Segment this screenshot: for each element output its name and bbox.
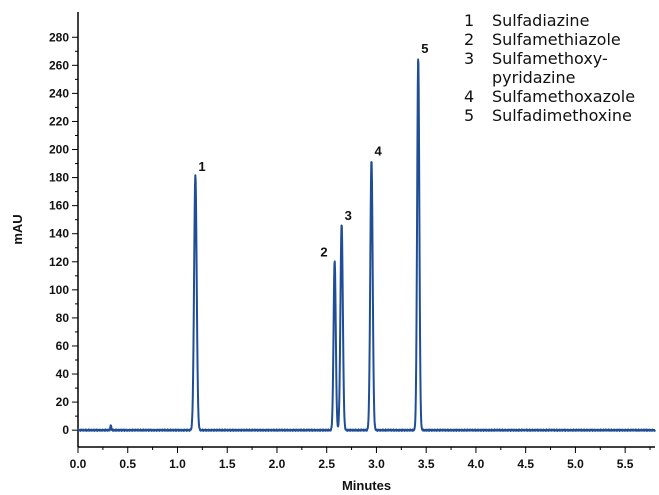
- axes: 0 20 40 60 80 100 120 140 160 180 200 220 240 260 280 0…: [49, 12, 655, 471]
- x-tick-label: 5.5: [617, 457, 634, 471]
- peak-label-4: 4: [374, 143, 382, 158]
- x-tick-label: 0.5: [119, 457, 136, 471]
- peak-label-1: 1: [198, 159, 205, 174]
- chromatogram-trace: [77, 58, 656, 432]
- legend-number: 3: [464, 49, 474, 68]
- y-tick-label: 140: [49, 227, 69, 241]
- x-tick-label: 1.5: [219, 457, 236, 471]
- legend-entry: Sulfamethoxy-: [492, 49, 608, 68]
- y-tick-label: 240: [49, 86, 69, 100]
- peak-label-3: 3: [345, 208, 352, 223]
- y-tick-label: 160: [49, 199, 69, 213]
- x-tick-label: 0.0: [70, 457, 87, 471]
- y-tick-label: 60: [56, 339, 70, 353]
- y-tick-label: 40: [56, 367, 70, 381]
- y-tick-label: 180: [49, 171, 69, 185]
- y-tick-label: 20: [56, 395, 70, 409]
- x-tick-label: 4.0: [468, 457, 485, 471]
- x-tick-label: 2.0: [269, 457, 286, 471]
- y-tick-label: 80: [56, 311, 70, 325]
- y-tick-label: 220: [49, 114, 69, 128]
- y-tick-label: 280: [49, 30, 69, 44]
- legend-entry: Sulfadimethoxine: [492, 106, 632, 125]
- y-tick-label: 200: [49, 143, 69, 157]
- legend-number: 2: [464, 30, 474, 49]
- x-tick-label: 3.0: [368, 457, 385, 471]
- x-tick-label: 4.5: [517, 457, 534, 471]
- legend-entry: Sulfamethoxazole: [492, 87, 635, 106]
- y-axis-title: mAU: [10, 214, 25, 244]
- x-tick-label: 2.5: [318, 457, 335, 471]
- legend: 1 Sulfadiazine 2 Sulfamethiazole 3 Sulfametho…: [464, 11, 635, 125]
- y-tick-label: 0: [62, 423, 69, 437]
- trace-layer: [77, 58, 656, 432]
- x-axis-title: Minutes: [342, 478, 391, 493]
- y-tick-label: 100: [49, 283, 69, 297]
- legend-number: 4: [464, 87, 474, 106]
- y-tick-label: 260: [49, 58, 69, 72]
- y-tick-label: 120: [49, 255, 69, 269]
- peak-labels: 1 2 3 4 5: [198, 41, 428, 259]
- x-tick-label: 1.0: [169, 457, 186, 471]
- legend-number: 1: [464, 11, 474, 30]
- legend-entry: pyridazine: [492, 68, 575, 87]
- legend-entry: Sulfadiazine: [492, 11, 589, 30]
- peak-label-2: 2: [320, 244, 327, 259]
- peak-label-5: 5: [421, 41, 428, 56]
- x-tick-label: 5.0: [567, 457, 584, 471]
- x-tick-label: 3.5: [418, 457, 435, 471]
- legend-number: 5: [464, 106, 474, 125]
- legend-entry: Sulfamethiazole: [492, 30, 621, 49]
